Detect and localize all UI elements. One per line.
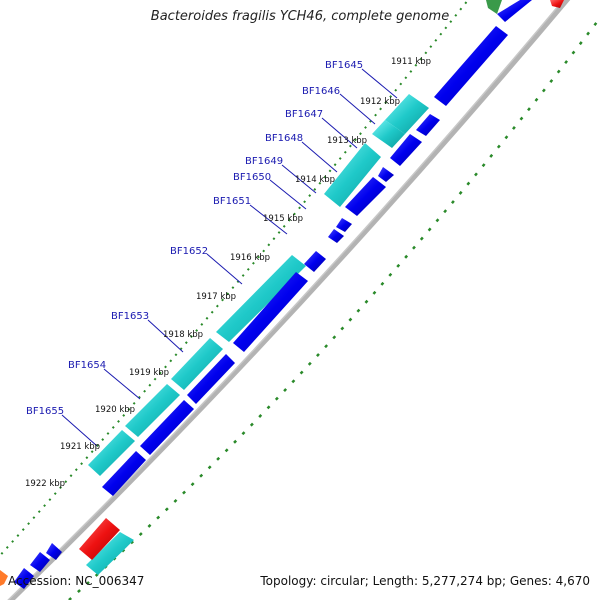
- kbp-label: 1911 kbp: [391, 57, 431, 67]
- genome-backbone-highlight: [7, 0, 565, 600]
- cds-3[interactable]: [390, 134, 422, 166]
- rna-lower[interactable]: [79, 518, 120, 560]
- gene-label[interactable]: BF1651: [213, 196, 251, 207]
- gene-bf1654[interactable]: [125, 384, 180, 437]
- genome-backbone: [7, 0, 571, 600]
- gene-bf1645[interactable]: [385, 94, 429, 134]
- cds-11[interactable]: [140, 400, 194, 455]
- cds-9[interactable]: [233, 272, 308, 352]
- kbp-label: 1916 kbp: [230, 253, 270, 263]
- gene-bf1652[interactable]: [216, 255, 306, 342]
- gene-label[interactable]: BF1646: [302, 86, 340, 97]
- cds-top[interactable]: [497, 0, 532, 22]
- gene-bf1653[interactable]: [171, 338, 223, 390]
- genome-info-text: Topology: circular; Length: 5,277,274 bp…: [260, 574, 590, 588]
- gc-content-track-inner: [0, 0, 470, 558]
- position-labels: 1911 kbp 1912 kbp 1913 kbp 1914 kbp 1915…: [25, 57, 431, 489]
- kbp-label: 1917 kbp: [196, 292, 236, 302]
- gene-bf1646[interactable]: [372, 120, 405, 148]
- kbp-label: 1914 kbp: [295, 175, 335, 185]
- kbp-label: 1920 kbp: [95, 405, 135, 415]
- gene-features-forward: [86, 0, 502, 575]
- cds-14[interactable]: [30, 552, 50, 572]
- gene-label-leaders: [61, 68, 398, 447]
- gene-bf1647-1649[interactable]: [324, 143, 381, 207]
- cds-10[interactable]: [187, 354, 235, 404]
- kbp-label: 1912 kbp: [360, 97, 400, 107]
- gene-top-green[interactable]: [486, 0, 502, 14]
- rna-features: [79, 0, 564, 560]
- kbp-label: 1915 kbp: [263, 214, 303, 224]
- kbp-label: 1921 kbp: [60, 442, 100, 452]
- cds-2[interactable]: [416, 114, 440, 136]
- gene-lower-cyan[interactable]: [86, 532, 134, 575]
- gene-label[interactable]: BF1647: [285, 109, 323, 120]
- cds-features-reverse: [14, 0, 532, 589]
- gc-skew-track-outer: [67, 17, 600, 600]
- cds-5[interactable]: [345, 177, 386, 216]
- kbp-label: 1919 kbp: [129, 368, 169, 378]
- gene-label[interactable]: BF1648: [265, 133, 303, 144]
- cds-6[interactable]: [336, 218, 352, 232]
- cds-12[interactable]: [102, 451, 146, 496]
- misc-feature-bottom-left: [0, 570, 8, 586]
- cds-4[interactable]: [378, 167, 394, 182]
- gene-label[interactable]: BF1650: [233, 172, 271, 183]
- kbp-label: 1918 kbp: [163, 330, 203, 340]
- gene-label[interactable]: BF1652: [170, 246, 208, 257]
- cds-1[interactable]: [434, 26, 508, 106]
- cds-8[interactable]: [304, 251, 326, 272]
- gene-label[interactable]: BF1645: [325, 60, 363, 71]
- kbp-label: 1913 kbp: [327, 136, 367, 146]
- cds-7[interactable]: [328, 229, 344, 243]
- cds-13[interactable]: [46, 543, 62, 560]
- gene-bf1655[interactable]: [88, 430, 135, 476]
- gene-labels: BF1645 BF1646 BF1647 BF1648 BF1649 BF165…: [26, 60, 363, 417]
- rna-top[interactable]: [550, 0, 564, 8]
- accession-text: Accession: NC_006347: [8, 574, 145, 588]
- genome-title: Bacteroides fragilis YCH46, complete gen…: [150, 9, 450, 24]
- gene-label[interactable]: BF1653: [111, 311, 149, 322]
- gene-label[interactable]: BF1655: [26, 406, 64, 417]
- gene-label[interactable]: BF1654: [68, 360, 106, 371]
- gene-label[interactable]: BF1649: [245, 156, 283, 167]
- cds-15[interactable]: [14, 568, 34, 589]
- kbp-label: 1922 kbp: [25, 479, 65, 489]
